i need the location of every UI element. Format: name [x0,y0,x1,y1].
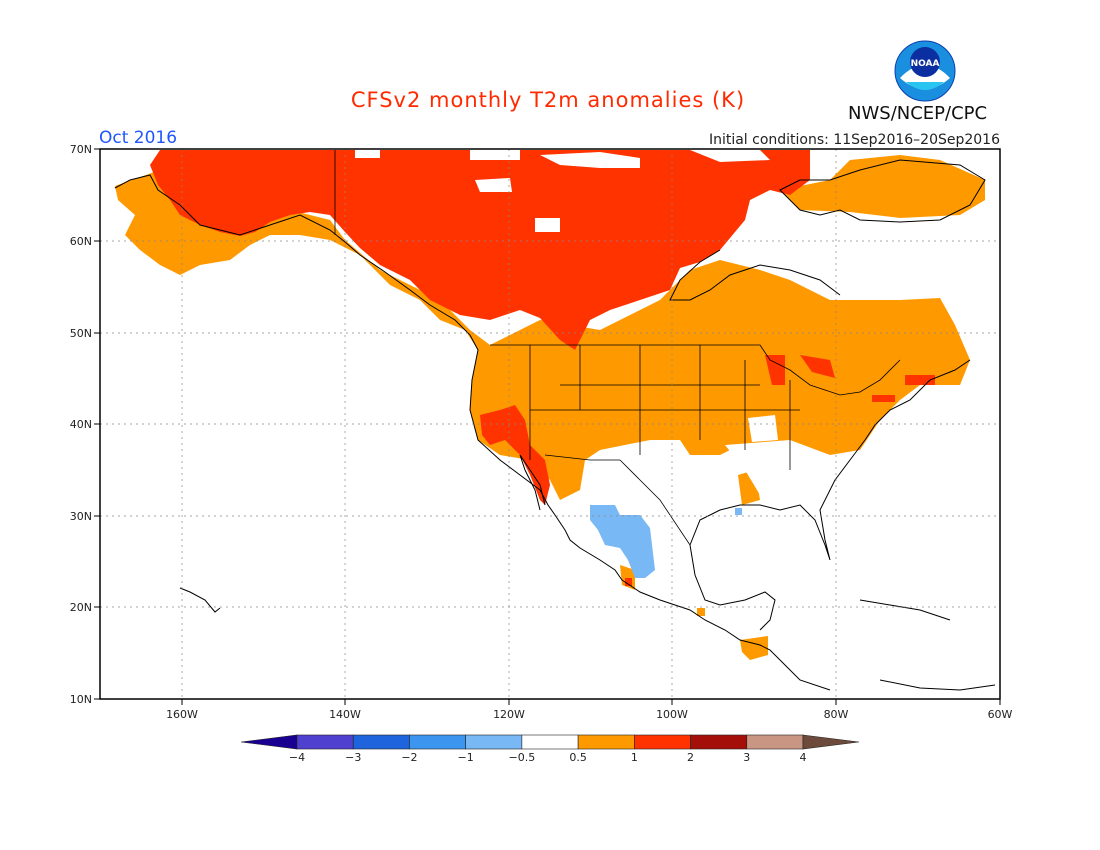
map-title: CFSv2 monthly T2m anomalies (K) [0,88,1100,112]
forecast-period: Oct 2016 [99,128,178,148]
lon-label-140w: 140W [329,708,361,721]
agency-label: NWS/NCEP/CPC [848,103,988,124]
colorbar-label: −4 [289,751,305,764]
colorbar-arrow-high [802,734,860,750]
neutral-hole-arctic-6 [535,218,560,232]
noaa-logo: NOAA [894,40,956,102]
lon-label-120w: 120W [493,708,525,721]
lat-label-70n: 70N [70,143,92,156]
colorbar-label: 4 [800,751,807,764]
anomaly-field-1-2-northeast [872,395,895,402]
colorbar-swatch [690,734,748,750]
colorbar: −4 −3 −2 −1 −0.5 0.5 1 2 3 4 [240,734,860,764]
gridlines [100,149,1000,699]
lon-label-100w: 100W [656,708,688,721]
neutral-hole-arctic-5 [475,178,512,192]
colorbar-swatch [409,734,466,750]
anomaly-field-1-2 [150,150,810,350]
neutral-hole-arctic-1 [355,150,380,158]
colorbar-label: −2 [401,751,417,764]
anomaly-field-0.5-1-greenland [780,155,985,218]
colorbar-label: −0.5 [509,751,536,764]
map-title-text: CFSv2 monthly T2m anomalies (K) [350,88,746,112]
lat-label-60n: 60N [70,235,92,248]
lon-label-160w: 160W [166,708,198,721]
lat-label-30n: 30N [70,510,92,523]
anomaly-field-0.5-1-yucatan [697,608,705,616]
colorbar-label: −3 [345,751,361,764]
lat-label-10n: 10N [70,693,92,706]
lon-label-60w: 60W [988,708,1013,721]
anomaly-field-1-2-california [480,405,550,505]
colorbar-label: 0.5 [569,751,587,764]
anomaly-fields [115,150,985,660]
neutral-hole-midwest [748,415,778,442]
longitude-labels: 160W 140W 120W 100W 80W 60W [166,708,1012,721]
axis-ticks [94,148,1001,705]
political-borders [334,150,901,546]
colorbar-label: −1 [458,751,474,764]
colorbar-swatch [577,734,635,750]
noaa-logo-text: NOAA [911,59,940,69]
colorbar-swatch [634,734,691,750]
colorbar-swatch [352,734,410,750]
anomaly-field-1-2-mexico [625,578,632,586]
lat-label-50n: 50N [70,327,92,340]
colorbar-label: 2 [687,751,694,764]
lat-label-40n: 40N [70,418,92,431]
colorbar-swatch [296,734,354,750]
neutral-hole-plains [600,452,720,520]
lon-label-80w: 80W [824,708,849,721]
coastlines [114,159,996,691]
neutral-hole-arctic-4 [690,150,770,162]
colorbar-arrow-low [240,734,298,750]
initial-conditions: Initial conditions: 11Sep2016–20Sep2016 [708,132,1000,148]
colorbar-swatch [465,734,523,750]
neutral-hole-arctic-3 [540,152,640,168]
colorbar-label: 3 [743,751,750,764]
anomaly-field-1-2-great-lakes [765,355,785,385]
latitude-labels: 70N 60N 50N 40N 30N 20N 10N [70,143,92,706]
neutral-hole-arctic-2 [470,150,520,160]
colorbar-label: 1 [631,751,638,764]
anomaly-field-1-2-ontario [800,355,835,378]
neutral-hole-southeast [725,440,830,505]
colorbar-swatch [521,734,579,750]
anomaly-field-neg [590,505,655,578]
lat-label-20n: 20N [70,601,92,614]
colorbar-swatch [746,734,804,750]
anomaly-field-neg-gulf [735,508,742,515]
